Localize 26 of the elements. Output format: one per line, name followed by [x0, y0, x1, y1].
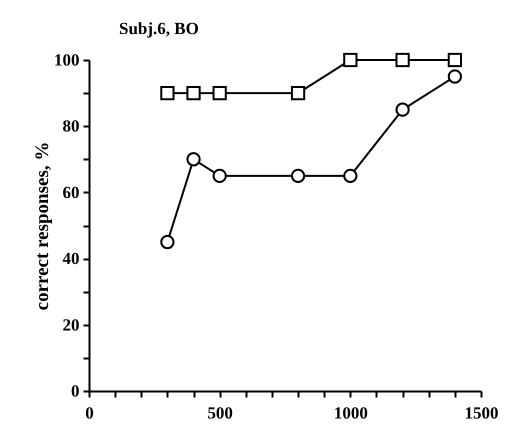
y-tick-label: 100 — [54, 50, 80, 70]
x-tick-label: 1000 — [334, 404, 368, 422]
x-tick-label: 0 — [85, 404, 94, 422]
y-tick-label: 20 — [62, 315, 80, 334]
point — [395, 52, 410, 68]
point — [212, 168, 227, 183]
y-tick-label: 60 — [62, 182, 80, 202]
point — [160, 86, 175, 100]
point — [343, 168, 358, 183]
x-tick-label: 500 — [207, 404, 233, 422]
x-tick-label: 1500 — [464, 404, 498, 422]
y-tick-label: 80 — [62, 116, 80, 136]
point — [343, 52, 358, 68]
point — [160, 234, 175, 250]
point — [448, 52, 462, 68]
point — [448, 69, 462, 84]
y-tick-label: 0 — [71, 382, 80, 400]
chart-title: Subj.6, BO — [119, 18, 199, 38]
point — [186, 86, 201, 100]
y-axis-title: correct responses, % — [32, 142, 53, 310]
point — [290, 86, 306, 100]
y-tick-label: 40 — [62, 249, 80, 268]
point — [186, 152, 201, 166]
point — [212, 86, 227, 100]
point — [395, 102, 410, 117]
point — [290, 168, 306, 183]
